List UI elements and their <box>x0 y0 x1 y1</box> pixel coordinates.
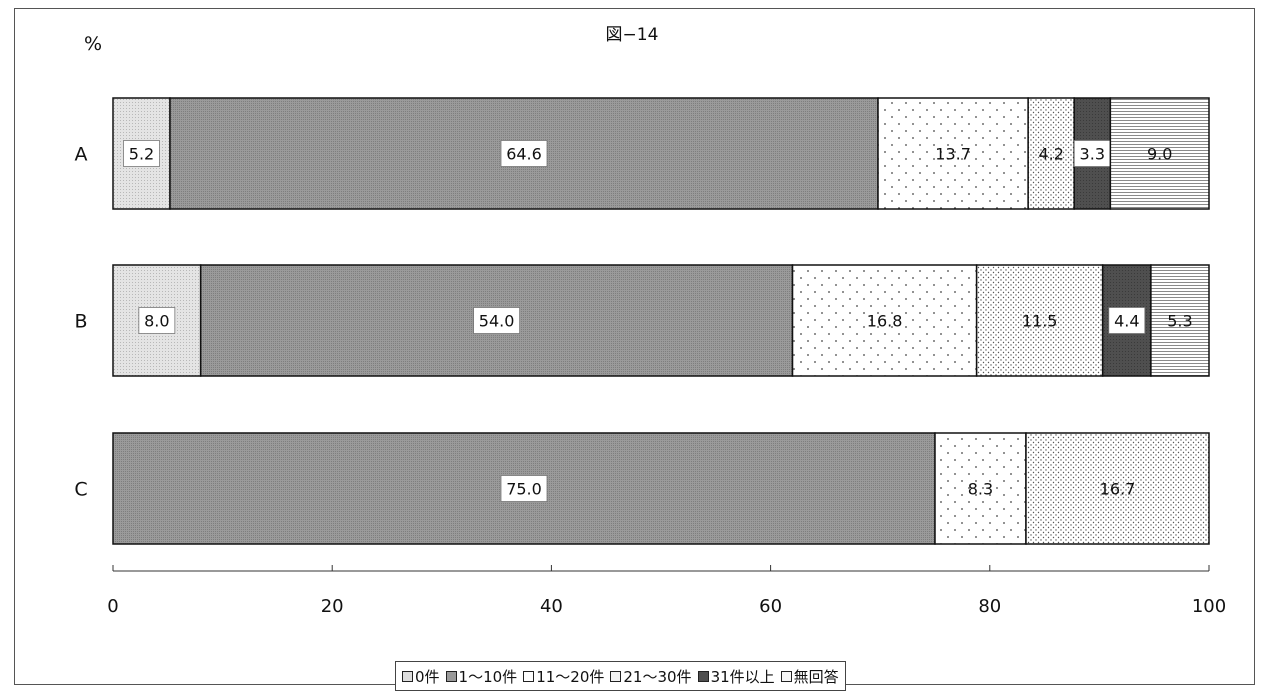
legend-swatch <box>402 670 413 682</box>
legend-label: 0件 <box>415 667 440 686</box>
x-tick-label: 0 <box>107 596 118 617</box>
legend-item: 無回答 <box>780 666 839 687</box>
x-tick-label: 20 <box>321 596 344 617</box>
bar-segment <box>1027 97 1075 210</box>
category-label: B <box>74 311 87 333</box>
bar-segment <box>1150 264 1210 377</box>
stacked-bar-chart: 図−14 % A 5.2 64.6 13.7 4.2 3.3 9.0 B 8.0 54.0 16.8… <box>74 25 1226 617</box>
category-label: C <box>74 479 87 501</box>
legend-item: 11〜20件 <box>523 666 604 687</box>
data-label: 8.0 <box>144 312 169 331</box>
legend-item: 1〜10件 <box>445 666 518 687</box>
data-label: 64.6 <box>506 145 542 164</box>
data-label-box <box>500 140 548 167</box>
data-label-box <box>1108 307 1146 334</box>
category-label: A <box>75 144 88 166</box>
legend-swatch <box>780 670 792 682</box>
data-label: 8.3 <box>968 480 993 499</box>
data-label-box <box>500 475 548 502</box>
data-label: 9.0 <box>1147 145 1172 164</box>
data-label: 4.4 <box>1114 312 1139 331</box>
bar-segment <box>877 97 1029 210</box>
data-label: 54.0 <box>479 312 515 331</box>
legend-label: 31件以上 <box>710 667 775 686</box>
bar-segment <box>1025 432 1210 545</box>
legend-swatch <box>610 670 622 682</box>
legend-item: 21〜30件 <box>610 666 692 687</box>
bar-segment <box>1109 97 1210 210</box>
data-label-box <box>473 307 521 334</box>
legend-swatch <box>445 670 457 682</box>
data-label: 4.2 <box>1038 145 1063 164</box>
data-label: 5.2 <box>129 145 154 164</box>
data-label: 11.5 <box>1022 312 1058 331</box>
data-label: 75.0 <box>506 480 542 499</box>
data-label-box <box>1073 140 1111 167</box>
unit-label: % <box>84 33 102 55</box>
legend-swatch <box>523 670 535 682</box>
legend-swatch <box>697 670 709 682</box>
legend: 0件 1〜10件 11〜20件 21〜30件 31件以上 無回答 <box>395 661 846 691</box>
x-tick-label: 60 <box>759 596 782 617</box>
legend-item: 0件 <box>402 666 440 687</box>
data-label: 13.7 <box>935 145 971 164</box>
bar-segment <box>791 264 978 377</box>
legend-label: 11〜20件 <box>536 667 605 686</box>
chart-title: 図−14 <box>606 25 659 45</box>
x-tick-label: 100 <box>1192 596 1226 617</box>
data-label: 3.3 <box>1080 145 1105 164</box>
legend-label: 1〜10件 <box>458 667 518 686</box>
x-tick-label: 80 <box>978 596 1001 617</box>
legend-item: 31件以上 <box>697 666 775 687</box>
x-axis: 0 20 40 60 80 100 <box>107 565 1226 617</box>
x-tick-label: 40 <box>540 596 563 617</box>
legend-label: 21〜30件 <box>623 667 692 686</box>
data-label-box <box>123 140 160 167</box>
data-label-box <box>138 307 176 334</box>
data-label: 16.8 <box>867 312 903 331</box>
data-label: 16.7 <box>1100 480 1136 499</box>
chart-frame: 図−14 % A 5.2 64.6 13.7 4.2 3.3 9.0 B 8.0 54.0 16.8… <box>14 8 1255 691</box>
data-label: 5.3 <box>1167 312 1192 331</box>
legend-label: 無回答 <box>793 667 839 686</box>
bars-layer: A 5.2 64.6 13.7 4.2 3.3 9.0 B 8.0 54.0 16.8 11.5 4.4… <box>74 97 1210 545</box>
bar-segment <box>934 432 1027 545</box>
